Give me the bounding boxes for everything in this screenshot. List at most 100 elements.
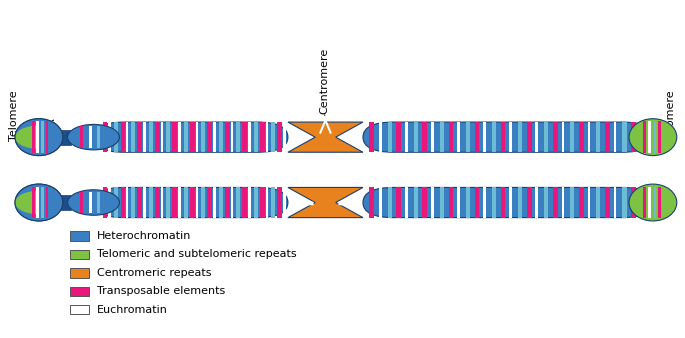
Bar (103, 188, 108, 218)
Bar (225, 122, 229, 152)
Ellipse shape (629, 184, 677, 221)
Text: Euchromatin: Euchromatin (97, 305, 168, 315)
Bar (562, 188, 564, 218)
Text: Telomere: Telomere (9, 90, 18, 141)
Bar (423, 188, 427, 218)
Ellipse shape (629, 119, 677, 155)
Bar (219, 122, 223, 152)
Bar (414, 122, 418, 152)
Bar (160, 122, 163, 152)
Wedge shape (15, 125, 39, 149)
Bar (614, 188, 616, 218)
Bar (166, 122, 171, 152)
Bar (492, 188, 496, 218)
Bar (277, 188, 282, 218)
Bar (201, 188, 206, 218)
Bar (108, 122, 111, 152)
Bar (605, 122, 610, 152)
Bar (260, 188, 264, 218)
Bar (114, 188, 118, 218)
Bar (149, 188, 153, 218)
Bar (41, 121, 44, 153)
Bar (544, 122, 548, 152)
Bar (58, 195, 71, 210)
Bar (231, 188, 234, 218)
Bar (166, 188, 171, 218)
Bar (46, 121, 49, 153)
Ellipse shape (15, 184, 63, 221)
Bar (236, 188, 240, 218)
Bar (379, 122, 382, 152)
Bar (501, 188, 506, 218)
Bar (242, 188, 247, 218)
Bar (149, 122, 153, 152)
Bar (388, 122, 392, 152)
Bar (41, 187, 44, 218)
Text: NOR: NOR (45, 116, 55, 141)
Bar (121, 188, 125, 218)
Ellipse shape (15, 184, 63, 221)
PathPatch shape (288, 188, 363, 218)
Bar (631, 122, 636, 152)
Bar (219, 188, 223, 218)
Bar (132, 122, 136, 152)
Bar (266, 122, 269, 152)
Bar (466, 188, 470, 218)
Bar (283, 122, 286, 152)
Bar (143, 122, 146, 152)
Bar (271, 188, 275, 218)
FancyBboxPatch shape (70, 250, 89, 259)
Bar (449, 122, 453, 152)
Bar (79, 126, 83, 148)
Bar (510, 122, 512, 152)
Bar (114, 122, 118, 152)
Bar (172, 188, 177, 218)
PathPatch shape (288, 122, 363, 152)
Bar (46, 187, 49, 218)
FancyBboxPatch shape (70, 268, 89, 277)
Bar (457, 122, 460, 152)
Bar (271, 122, 275, 152)
Bar (369, 188, 373, 218)
Bar (184, 122, 188, 152)
Bar (579, 188, 584, 218)
Bar (89, 192, 92, 213)
Ellipse shape (15, 119, 63, 155)
Bar (631, 188, 636, 218)
Bar (431, 188, 434, 218)
Bar (97, 126, 100, 148)
Bar (405, 122, 408, 152)
Bar (231, 122, 234, 152)
Bar (571, 122, 574, 152)
Bar (553, 122, 558, 152)
Text: Telomeric and subtelomeric repeats: Telomeric and subtelomeric repeats (97, 249, 297, 260)
Bar (369, 122, 373, 152)
Bar (623, 188, 627, 218)
Bar (58, 130, 71, 145)
Bar (640, 122, 643, 152)
Text: Transposable elements: Transposable elements (97, 286, 225, 296)
Bar (440, 188, 444, 218)
Bar (208, 188, 212, 218)
Bar (440, 122, 444, 152)
Bar (605, 188, 610, 218)
Bar (195, 188, 198, 218)
Bar (536, 188, 538, 218)
Bar (457, 188, 460, 218)
Bar (484, 122, 486, 152)
Bar (648, 121, 651, 153)
Bar (201, 122, 206, 152)
Bar (208, 122, 212, 152)
Bar (623, 122, 627, 152)
Bar (266, 188, 269, 218)
FancyBboxPatch shape (70, 287, 89, 296)
Bar (254, 122, 258, 152)
Bar (213, 188, 216, 218)
Bar (277, 122, 282, 152)
Circle shape (68, 124, 119, 150)
Bar (653, 121, 656, 153)
Bar (466, 122, 470, 152)
Bar (121, 122, 125, 152)
Bar (449, 188, 453, 218)
Bar (397, 122, 401, 152)
